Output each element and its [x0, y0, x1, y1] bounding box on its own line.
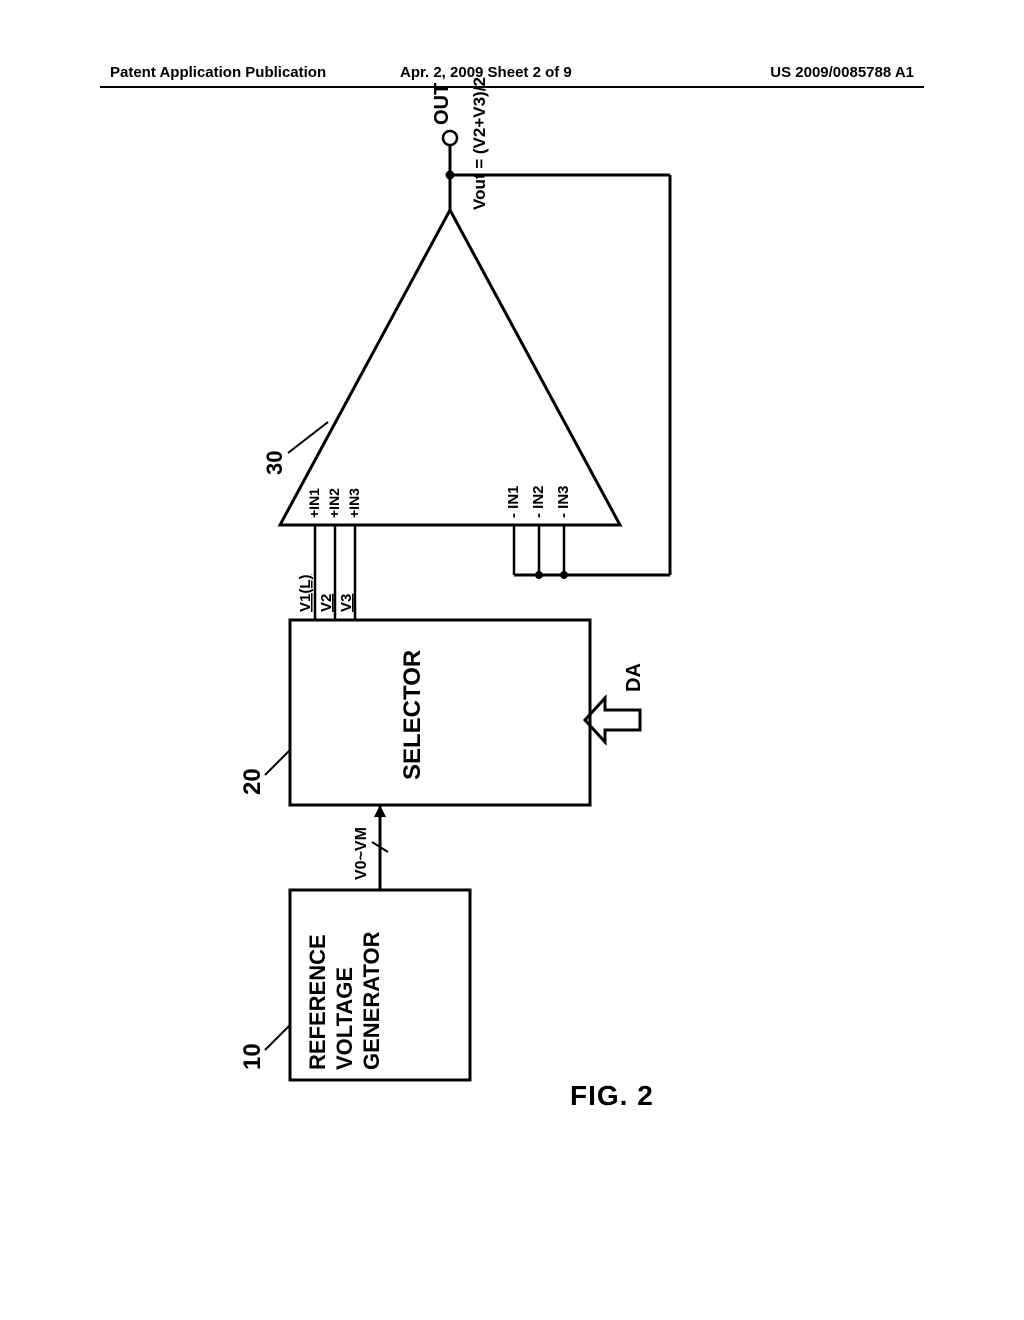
minus-in1: - IN1	[505, 485, 522, 518]
plus-in2: +IN2	[326, 488, 342, 518]
out-terminal-icon	[443, 131, 457, 145]
out-label: OUT	[431, 83, 453, 125]
wire-vm-arrow	[374, 805, 386, 817]
plus-in3: +IN3	[346, 488, 362, 518]
ref-20-leader	[265, 750, 290, 775]
ref-10: 10	[239, 1043, 266, 1070]
wire-v1-label: V1(L)	[297, 574, 314, 612]
ref-30: 30	[262, 451, 287, 475]
minus-in2: - IN2	[530, 485, 547, 518]
selector-label: SELECTOR	[399, 650, 426, 780]
figure-label: FIG. 2	[570, 1080, 654, 1112]
circuit-diagram: REFERENCE VOLTAGE GENERATOR 10 V0~VM SEL…	[0, 0, 1024, 1320]
fb-node-3	[560, 571, 568, 579]
da-arrow-icon	[585, 698, 640, 742]
ref-20: 20	[239, 768, 266, 795]
wire-v2-label: V2	[318, 594, 335, 612]
ref-gen-label-3: GENERATOR	[359, 931, 384, 1070]
page: Patent Application Publication Apr. 2, 2…	[0, 0, 1024, 1320]
wire-vm-label: V0~VM	[353, 827, 370, 880]
ref-10-leader	[265, 1025, 290, 1050]
fb-node-2	[535, 571, 543, 579]
op-amp-triangle	[280, 210, 620, 525]
plus-in1: +IN1	[306, 488, 322, 518]
da-label: DA	[623, 663, 645, 692]
selector-box	[290, 620, 590, 805]
vout-formula: Vout = (V2+V3)/2	[470, 77, 489, 210]
ref-gen-label-1: REFERENCE	[305, 934, 330, 1070]
wire-v3-label: V3	[338, 594, 355, 612]
minus-in3: - IN3	[555, 485, 572, 518]
ref-gen-label-2: VOLTAGE	[332, 967, 357, 1070]
